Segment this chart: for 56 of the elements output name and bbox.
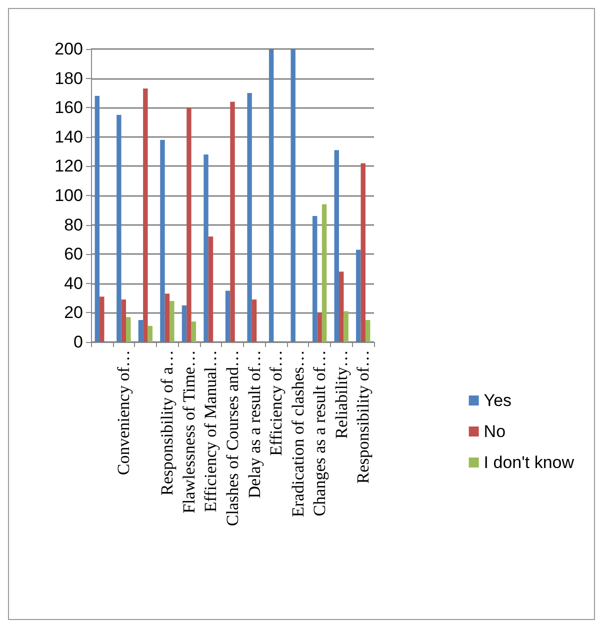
y-tick-label: 0	[74, 332, 83, 352]
bar	[225, 290, 230, 342]
bar	[365, 320, 370, 342]
y-tick-label: 140	[54, 127, 83, 146]
bar	[116, 114, 122, 342]
bar	[247, 92, 252, 342]
bar	[344, 311, 348, 342]
bar	[290, 49, 296, 342]
y-tick-label: 60	[64, 244, 83, 264]
bar	[182, 305, 187, 342]
bar	[356, 250, 361, 342]
x-tick-label: Efficiency of…	[266, 350, 286, 456]
legend-label: I don't know	[484, 453, 575, 472]
x-tick-label: Efficiency of Manual…	[201, 350, 220, 512]
bar	[338, 272, 344, 342]
bar	[186, 108, 192, 342]
y-tick-label: 180	[54, 68, 83, 88]
x-tick-label: Changes as a result of…	[310, 350, 330, 516]
y-tick-label: 200	[54, 40, 83, 58]
legend-label: No	[484, 422, 506, 441]
y-tick-label: 100	[54, 186, 83, 205]
y-tick-label: 160	[54, 98, 83, 118]
bar	[121, 300, 126, 342]
bar	[148, 326, 152, 342]
bar	[94, 96, 100, 342]
bar	[170, 300, 174, 342]
bar	[138, 320, 144, 342]
bar	[143, 88, 148, 342]
bar	[252, 300, 257, 342]
x-tick-label: Responsibility of a…	[158, 350, 177, 496]
bar	[208, 236, 214, 342]
x-tick-label: Delay as a result of…	[244, 350, 264, 498]
bar	[191, 321, 196, 342]
bar	[334, 150, 339, 342]
bar	[126, 317, 131, 342]
legend-label: Yes	[484, 391, 512, 410]
bar	[230, 102, 235, 342]
bar	[164, 294, 170, 342]
bar	[100, 296, 104, 342]
y-tick-label: 20	[64, 303, 83, 322]
x-tick-label: Eradication of clashes…	[288, 350, 308, 518]
x-tick-label: Clashes of Courses and…	[223, 350, 242, 526]
bar	[360, 163, 366, 342]
bar	[312, 216, 318, 342]
x-tick-label: Conveniency of…	[114, 350, 134, 476]
y-tick-label: 80	[64, 215, 83, 234]
x-tick-label: Responsibility of…	[354, 350, 373, 484]
y-tick-label: 120	[54, 156, 83, 176]
bar	[204, 154, 208, 342]
x-tick-label: Flawlessness of Time…	[179, 350, 198, 514]
bar	[322, 204, 327, 342]
bar	[268, 49, 274, 342]
y-tick-label: 40	[64, 274, 83, 293]
bar	[317, 312, 322, 342]
x-tick-label: Reliability…	[332, 350, 351, 439]
bar	[160, 140, 165, 342]
